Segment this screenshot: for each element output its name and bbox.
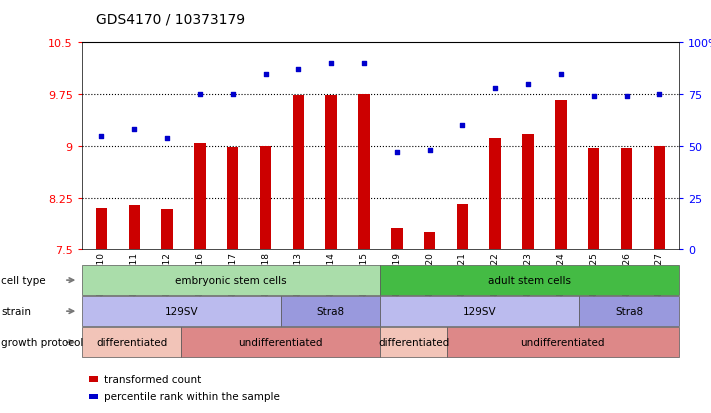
Bar	[227, 148, 238, 250]
Point	[358, 61, 370, 67]
Point	[588, 94, 599, 100]
Bar	[523, 134, 534, 250]
Text: embryonic stem cells: embryonic stem cells	[176, 275, 287, 285]
Point	[293, 67, 304, 74]
Text: undifferentiated: undifferentiated	[520, 337, 605, 347]
Text: GDS4170 / 10373179: GDS4170 / 10373179	[96, 13, 245, 27]
Point	[621, 94, 632, 100]
Bar	[129, 205, 140, 250]
Text: undifferentiated: undifferentiated	[239, 337, 323, 347]
Bar	[326, 96, 337, 250]
Point	[424, 147, 435, 154]
Text: differentiated: differentiated	[96, 337, 167, 347]
Point	[194, 92, 205, 98]
Text: 129SV: 129SV	[463, 306, 497, 316]
Bar	[621, 149, 632, 250]
Text: Stra8: Stra8	[615, 306, 643, 316]
Point	[129, 127, 140, 133]
Point	[523, 81, 534, 88]
Point	[260, 71, 271, 78]
Point	[326, 61, 337, 67]
Point	[653, 92, 665, 98]
Bar	[456, 204, 468, 250]
Bar	[96, 209, 107, 250]
Bar	[424, 233, 435, 250]
Text: percentile rank within the sample: percentile rank within the sample	[104, 392, 279, 401]
Text: cell type: cell type	[1, 275, 46, 285]
Bar	[260, 147, 272, 250]
Bar	[489, 138, 501, 250]
Bar	[293, 96, 304, 250]
Text: strain: strain	[1, 306, 31, 316]
Bar	[358, 94, 370, 250]
Bar	[653, 147, 665, 250]
Bar	[588, 149, 599, 250]
Text: 129SV: 129SV	[164, 306, 198, 316]
Point	[96, 133, 107, 140]
Point	[490, 85, 501, 92]
Point	[555, 71, 567, 78]
Text: adult stem cells: adult stem cells	[488, 275, 571, 285]
Text: growth protocol: growth protocol	[1, 337, 84, 347]
Point	[456, 123, 468, 129]
Bar	[555, 101, 567, 250]
Bar	[391, 228, 402, 250]
Text: transformed count: transformed count	[104, 374, 201, 384]
Point	[391, 150, 402, 156]
Bar	[161, 210, 173, 250]
Point	[161, 135, 173, 142]
Point	[227, 92, 238, 98]
Text: differentiated: differentiated	[378, 337, 449, 347]
Text: Stra8: Stra8	[316, 306, 345, 316]
Bar	[194, 143, 205, 250]
